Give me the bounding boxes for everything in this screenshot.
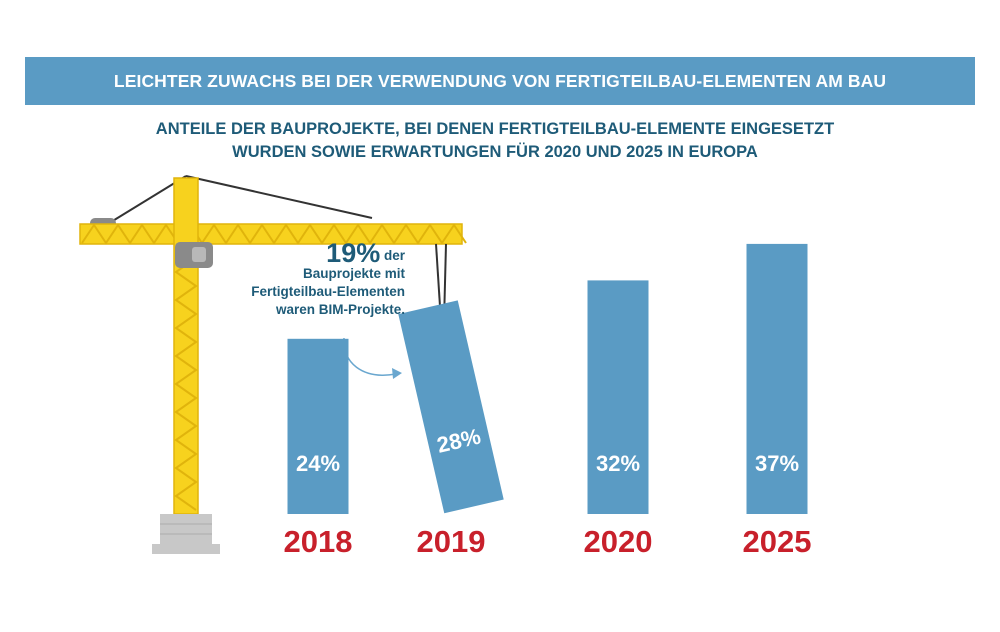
callout-percent: 19% [326,238,381,268]
chart-subtitle: ANTEILE DER BAUPROJEKTE, BEI DENEN FERTI… [100,118,890,164]
title-banner: LEICHTER ZUWACHS BEI DER VERWENDUNG VON … [25,57,975,105]
crane-cable-right [185,175,373,219]
bar-group-2019: 28% [398,300,504,514]
year-label-2025: 2025 [743,524,812,559]
bar-value-label-2025: 37% [755,451,799,476]
callout-line-2: Bauprojekte mit [302,266,405,281]
callout-suffix: der [383,248,405,263]
bar-value-label-2018: 24% [296,451,340,476]
bim-callout: 19% der Bauprojekte mit Fertigteilbau-El… [200,240,405,319]
bar-2019 [398,300,504,514]
crane-jib [79,223,467,245]
banner-title: LEICHTER ZUWACHS BEI DER VERWENDUNG VON … [113,70,887,91]
crane-illustration [79,175,467,554]
crane-cabin-window [192,247,206,262]
year-label-2020: 2020 [584,524,653,559]
bars-group: 24% 2018 28% 2019 32% 2020 37% 2025 [284,243,812,559]
callout-line-3: Fertigteilbau-Elementen [251,284,405,299]
callout-arrow-head [392,368,402,379]
bar-group-2020: 32% [587,280,649,514]
year-label-2019: 2019 [417,524,486,559]
bar-group-2018: 24% [287,338,349,514]
bar-value-label-2020: 32% [596,451,640,476]
crane-mast [173,177,199,515]
bar-group-2025: 37% [746,243,808,514]
callout-line-4: waren BIM-Projekte. [275,302,405,317]
year-label-2018: 2018 [284,524,353,559]
crane-base-plate [152,544,220,554]
crane-base-block [160,514,212,544]
subtitle-line-2: WURDEN SOWIE ERWARTUNGEN FÜR 2020 UND 20… [232,143,758,161]
bar-2020 [587,280,649,514]
subtitle-line-1: ANTEILE DER BAUPROJEKTE, BEI DENEN FERTI… [155,120,835,138]
bar-2018 [287,338,349,514]
callout-arrow-line [343,337,397,376]
bar-2025 [746,243,808,514]
